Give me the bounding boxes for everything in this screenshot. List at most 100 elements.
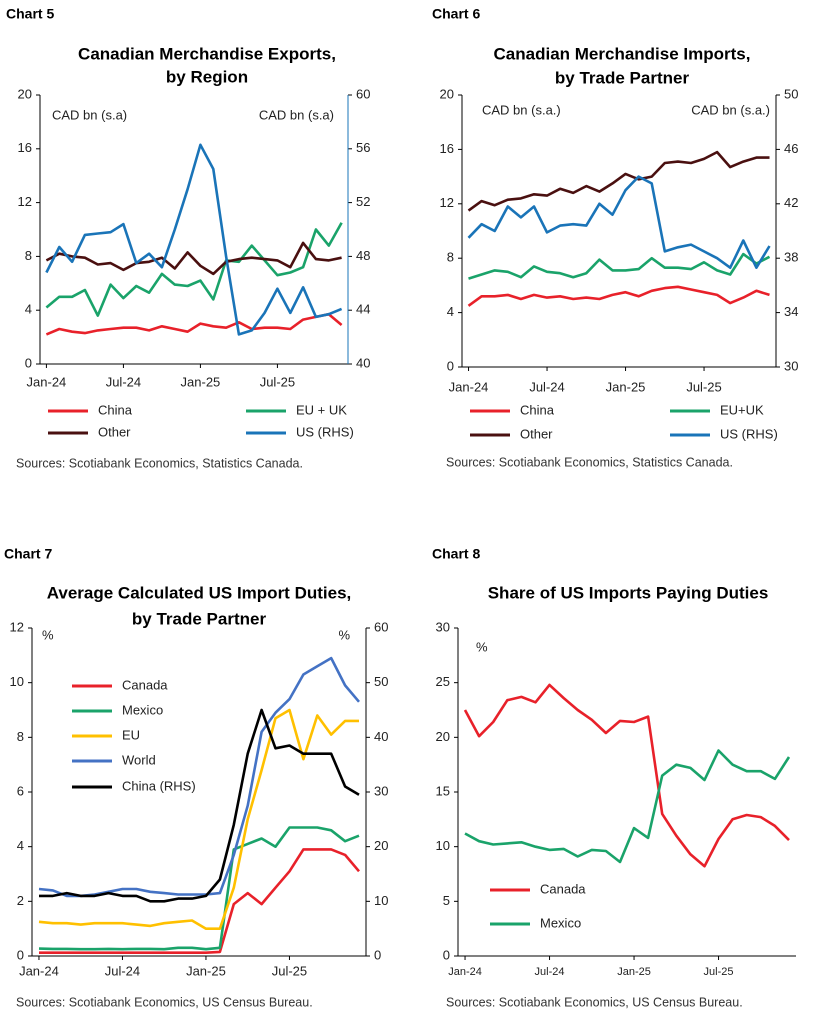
- chart-title: by Trade Partner: [132, 609, 267, 628]
- x-tick-label: Jan-25: [606, 379, 646, 394]
- series-line: [38, 708, 359, 930]
- series-line: [45, 241, 342, 276]
- y-tick-label: 6: [17, 783, 24, 798]
- chart-title: by Region: [166, 67, 248, 86]
- series-line: [45, 222, 343, 317]
- chart-label: Chart 8: [432, 546, 480, 562]
- y2-axis-label: CAD bn (s.a.): [691, 102, 770, 117]
- legend-label: China: [98, 402, 133, 417]
- chart-title: by Trade Partner: [555, 68, 690, 87]
- legend-label: US (RHS): [720, 426, 778, 441]
- y2-tick-label: 30: [374, 783, 388, 798]
- legend-label: Canada: [540, 881, 586, 896]
- x-tick-label: Jul-24: [535, 966, 565, 978]
- legend-label: Mexico: [122, 702, 163, 717]
- x-tick-label: Jul-24: [105, 963, 140, 978]
- series-line: [468, 252, 771, 280]
- y-tick-label: 20: [440, 86, 454, 101]
- x-tick-label: Jul-24: [106, 374, 141, 389]
- y2-tick-label: 40: [356, 355, 370, 370]
- legend-label: China (RHS): [122, 778, 196, 793]
- legend-label: EU: [122, 727, 140, 742]
- series-line: [464, 749, 791, 864]
- legend-label: World: [122, 752, 156, 767]
- series-line: [39, 708, 360, 903]
- y-tick-label: 12: [10, 619, 24, 634]
- y2-tick-label: 60: [356, 86, 370, 101]
- y2-tick-label: 50: [784, 86, 798, 101]
- x-tick-label: Jul-25: [704, 966, 734, 978]
- x-tick-label: Jul-25: [260, 374, 295, 389]
- y-tick-label: 10: [10, 674, 24, 689]
- legend-label: Other: [98, 424, 131, 439]
- y-tick-label: 12: [18, 194, 32, 209]
- series-line: [463, 683, 790, 868]
- x-tick-label: Jan-24: [27, 374, 67, 389]
- y-tick-label: 15: [436, 783, 450, 798]
- source-note: Sources: Scotiabank Economics, US Census…: [16, 995, 313, 1009]
- chart-title: Canadian Merchandise Exports,: [78, 44, 336, 63]
- y-axis-label: %: [42, 627, 54, 642]
- source-note: Sources: Scotiabank Economics, US Census…: [446, 995, 743, 1009]
- y-tick-label: 5: [443, 893, 450, 908]
- series-line: [467, 150, 770, 212]
- chart-title: Share of US Imports Paying Duties: [488, 583, 769, 602]
- legend-label: China: [520, 402, 555, 417]
- chart-label: Chart 5: [6, 6, 54, 22]
- x-tick-label: Jan-24: [449, 379, 489, 394]
- legend-label: US (RHS): [296, 424, 354, 439]
- y2-tick-label: 10: [374, 893, 388, 908]
- source-note: Sources: Scotiabank Economics, Statistic…: [446, 455, 733, 469]
- y2-tick-label: 42: [784, 195, 798, 210]
- chart-title: Canadian Merchandise Imports,: [494, 44, 751, 63]
- y-tick-label: 4: [17, 838, 24, 853]
- y-tick-label: 8: [25, 248, 32, 263]
- y2-tick-label: 50: [374, 674, 388, 689]
- x-tick-label: Jan-24: [19, 963, 59, 978]
- y2-tick-label: 44: [356, 302, 370, 317]
- y-axis-label: CAD bn (s.a.): [482, 102, 561, 117]
- legend-label: Mexico: [540, 915, 581, 930]
- series-line: [467, 285, 770, 307]
- y2-tick-label: 46: [784, 141, 798, 156]
- x-tick-label: Jan-24: [448, 966, 482, 978]
- y2-tick-label: 30: [784, 358, 798, 373]
- y-tick-label: 12: [440, 195, 454, 210]
- y-tick-label: 25: [436, 674, 450, 689]
- y2-tick-label: 56: [356, 140, 370, 155]
- y-tick-label: 4: [25, 302, 32, 317]
- legend-label: EU+UK: [720, 402, 764, 417]
- chart-label: Chart 6: [432, 6, 480, 22]
- y2-tick-label: 38: [784, 250, 798, 265]
- chart-title: Average Calculated US Import Duties,: [47, 583, 352, 602]
- series-line: [45, 143, 343, 336]
- y2-axis-label: CAD bn (s.a): [259, 107, 334, 122]
- x-tick-label: Jul-25: [272, 963, 307, 978]
- series-line: [39, 848, 360, 954]
- y-tick-label: 8: [17, 729, 24, 744]
- y2-tick-label: 48: [356, 248, 370, 263]
- y-tick-label: 4: [447, 304, 454, 319]
- y-tick-label: 0: [447, 358, 454, 373]
- y-tick-label: 16: [18, 140, 32, 155]
- series-line: [38, 656, 360, 898]
- x-tick-label: Jul-25: [686, 379, 721, 394]
- y-tick-label: 2: [17, 893, 24, 908]
- y-tick-label: 0: [25, 355, 32, 370]
- series-line: [467, 175, 771, 269]
- legend-label: Other: [520, 426, 553, 441]
- source-note: Sources: Scotiabank Economics, Statistic…: [16, 456, 303, 470]
- y2-tick-label: 34: [784, 304, 798, 319]
- y-axis-label: CAD bn (s.a): [52, 107, 127, 122]
- y-axis-label: %: [476, 639, 488, 654]
- x-tick-label: Jan-25: [186, 963, 226, 978]
- series-line: [45, 312, 343, 336]
- y2-tick-label: 20: [374, 838, 388, 853]
- y-tick-label: 0: [443, 947, 450, 962]
- y-tick-label: 20: [436, 729, 450, 744]
- y-tick-label: 20: [18, 86, 32, 101]
- y-tick-label: 10: [436, 838, 450, 853]
- legend-label: EU + UK: [296, 402, 347, 417]
- y2-tick-label: 60: [374, 619, 388, 634]
